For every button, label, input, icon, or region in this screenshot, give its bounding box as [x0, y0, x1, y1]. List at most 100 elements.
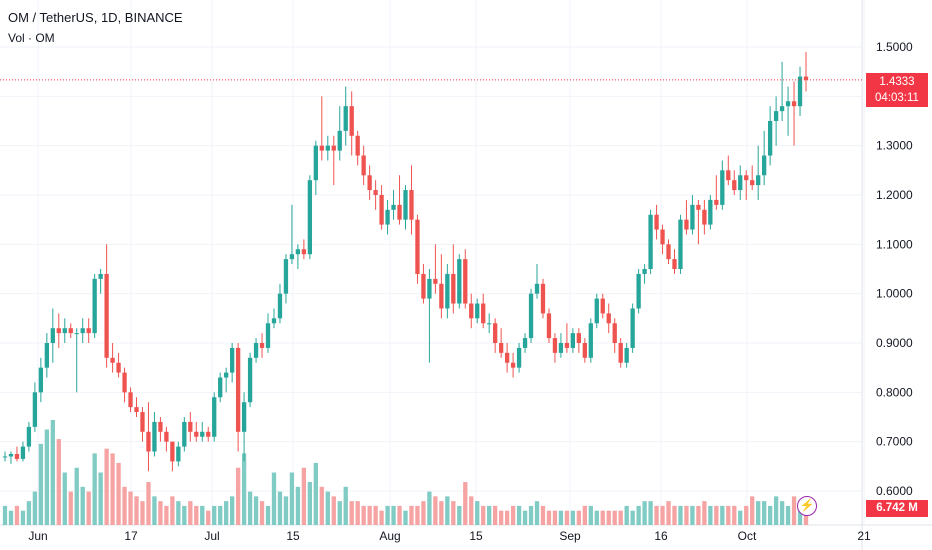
volume-bar: [98, 472, 103, 525]
candle-body: [14, 454, 20, 459]
volume-bar: [636, 505, 641, 525]
volume-legend[interactable]: Vol · OM: [8, 31, 55, 45]
candle-body: [104, 273, 109, 358]
volume-bar: [534, 501, 540, 525]
candle-body: [720, 170, 725, 205]
volume-bar: [385, 505, 390, 525]
candle-body: [128, 392, 133, 408]
volume-bar: [702, 501, 707, 525]
candle-body: [349, 106, 354, 136]
time-tick-label: 17: [124, 529, 138, 543]
candle-body: [391, 204, 396, 210]
candle-body: [510, 362, 516, 368]
price-tick-label: 0.9000: [876, 336, 913, 350]
candle-body: [445, 273, 450, 309]
volume-bar: [791, 496, 797, 525]
candle-body: [779, 106, 785, 112]
volume-bar: [744, 505, 749, 525]
candle-body: [247, 357, 253, 403]
volume-bar: [708, 505, 713, 525]
candle-body: [439, 283, 444, 309]
volume-bar: [540, 505, 546, 525]
candle-body: [206, 431, 211, 437]
candle-body: [313, 145, 318, 181]
volume-bar: [116, 462, 121, 525]
lightning-bolt-icon[interactable]: ⚡: [797, 496, 817, 516]
candle-body: [235, 347, 241, 432]
candle-body: [98, 273, 103, 279]
volume-bar: [732, 505, 737, 525]
volume-bar: [361, 505, 366, 525]
volume-bar: [86, 491, 91, 525]
candle-body: [493, 323, 498, 343]
candle-body: [618, 343, 623, 363]
price-tick-label: 1.2000: [876, 188, 913, 202]
candle-body: [289, 254, 295, 260]
price-axis[interactable]: 1.50001.40001.30001.20001.10001.00000.90…: [876, 40, 913, 498]
candle-body: [415, 219, 420, 274]
candle-body: [744, 175, 749, 181]
candle-body: [259, 343, 265, 348]
volume-bar: [265, 505, 271, 525]
volume-bar: [2, 505, 8, 525]
candle-body: [546, 313, 552, 339]
volume-bar: [463, 482, 468, 525]
time-tick-label: Oct: [738, 529, 757, 543]
volume-bar: [439, 501, 444, 525]
candle-body: [612, 323, 617, 343]
volume-bar: [218, 505, 223, 525]
candle-body: [50, 328, 55, 343]
volume-bar: [170, 496, 175, 525]
symbol-title[interactable]: OM / TetherUS, 1D, BINANCE: [8, 10, 183, 25]
volume-bar: [307, 482, 313, 525]
candle-body: [164, 431, 169, 442]
volume-bar: [397, 505, 402, 525]
volume-bar: [212, 505, 217, 525]
candle-body: [708, 199, 713, 225]
candle-body: [803, 76, 809, 80]
volume-value-label: 6.742 M: [866, 500, 928, 517]
candle-body: [397, 204, 402, 220]
volume-bar: [146, 482, 151, 525]
candle-body: [690, 204, 695, 230]
volume-bar: [241, 453, 247, 525]
volume-bar: [672, 505, 677, 525]
volume-bar: [283, 496, 289, 525]
volume-bar: [475, 501, 480, 525]
volume-bar: [720, 505, 725, 525]
volume-bar: [229, 496, 235, 525]
candle-body: [696, 204, 701, 210]
volume-bar: [349, 501, 354, 525]
time-tick-label: Sep: [559, 529, 581, 543]
candle-body: [373, 190, 378, 195]
volume-bar: [271, 472, 277, 525]
candle-body: [732, 180, 737, 191]
candle-body: [62, 328, 67, 334]
candle-body: [582, 343, 587, 358]
volume-bar: [391, 505, 396, 525]
volume-bar: [762, 501, 767, 525]
candle-body: [367, 175, 372, 191]
candle-body: [253, 343, 259, 358]
volume-bar: [331, 496, 336, 525]
candle-body: [762, 155, 767, 176]
candle-body: [92, 278, 97, 334]
candle-body: [277, 293, 283, 319]
volume-bar: [487, 505, 492, 525]
time-axis[interactable]: Jun 17 Jul 15 Aug 15 Sep 16 Oct 21: [28, 529, 871, 543]
candle-body: [767, 121, 773, 156]
volume-bar: [493, 505, 498, 525]
volume-bar: [235, 467, 241, 525]
volume-bar: [726, 505, 731, 525]
candle-body: [528, 293, 534, 339]
candle-body: [498, 343, 504, 353]
volume-bar: [528, 505, 534, 525]
volume-bar: [104, 448, 109, 525]
candle-body: [403, 190, 408, 220]
candle-body: [385, 209, 390, 225]
volume-bar: [738, 510, 743, 525]
candle-body: [295, 249, 301, 255]
volume-bar: [403, 510, 408, 525]
candle-body: [158, 421, 163, 432]
